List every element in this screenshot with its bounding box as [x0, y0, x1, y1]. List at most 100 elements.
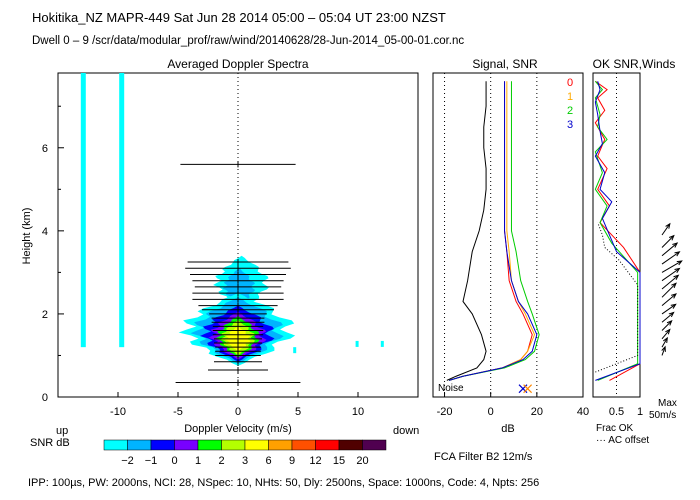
spectra-speck: [293, 347, 297, 354]
legend-entry-2: 2: [567, 105, 573, 117]
noise-marker: [523, 384, 533, 394]
wind-arrowhead: [665, 222, 671, 229]
wind-arrow: [661, 293, 677, 306]
wind-arrowhead: [671, 293, 677, 299]
winds-plot: 0.5 1 0 1 2 3: [567, 73, 683, 418]
y-tick-label: 4: [42, 226, 48, 238]
snr-series-3: [449, 81, 538, 381]
wind-arrow: [661, 329, 671, 340]
max-value-label: 50m/s: [649, 410, 676, 421]
max-label: Max: [658, 398, 677, 409]
winds-series-3: [594, 81, 641, 381]
ac-offset-text: AC offset: [608, 435, 649, 446]
spectra-title: Averaged Doppler Spectra: [167, 57, 309, 71]
noise-label: Noise: [438, 383, 464, 394]
ac-offset-label: ··· AC offset: [596, 435, 649, 446]
colorbar: −2 −1 0 1 2 3 6 9 12 15 20: [103, 439, 387, 467]
wind-arrowhead: [665, 328, 671, 335]
spectra-streak: [119, 73, 125, 348]
wind-arrow: [661, 242, 678, 257]
spectra-plot: -10 -5 0 5 10 0 2 4 6: [42, 73, 384, 418]
wind-arrow: [661, 223, 671, 236]
legend-entry-3: 3: [567, 119, 573, 131]
wind-arrowhead: [668, 311, 675, 318]
x-up-label: up: [56, 425, 68, 437]
colorbar-swatch: [174, 439, 199, 451]
colorbar-swatch: [315, 439, 340, 451]
colorbar-label: SNR dB: [30, 437, 70, 449]
spectra-streak: [80, 73, 86, 348]
spectra-ylabel: Height (km): [21, 208, 33, 265]
snr-x-tick-label: 0: [488, 406, 494, 418]
snr-frame: [432, 72, 584, 398]
colorbar-swatch: [103, 439, 128, 451]
wind-arrowhead: [670, 303, 677, 309]
snr-plot: -20 0 20 40: [437, 73, 589, 418]
colorbar-swatch: [291, 439, 316, 451]
snr-x-tick-label: 40: [577, 406, 589, 418]
wind-arrow: [661, 312, 674, 323]
snr-series-1: [449, 81, 536, 381]
snr-series-0: [449, 81, 533, 381]
wind-arrow: [661, 268, 680, 282]
wind-arrowhead: [672, 242, 679, 248]
wind-arrowhead: [666, 319, 673, 326]
colorbar-tick-label: 2: [218, 455, 224, 467]
spectra-xlabel: Doppler Velocity (m/s): [184, 423, 292, 435]
wind-arrowhead: [673, 274, 680, 281]
winds-x-tick-label: 1: [637, 406, 643, 418]
colorbar-tick-label: 3: [242, 455, 248, 467]
colorbar-tick-label: 12: [309, 455, 321, 467]
y-tick-label: 0: [42, 392, 48, 404]
snr-x-tick-label: 20: [531, 406, 543, 418]
snr-xlabel: dB: [501, 423, 514, 435]
colorbar-tick-label: 1: [195, 455, 201, 467]
frac-ok-label: Frac OK: [596, 423, 634, 434]
wind-arrow: [661, 303, 676, 315]
x-tick-label: 0: [235, 406, 241, 418]
winds-series-2: [594, 80, 639, 381]
colorbar-tick-label: 6: [265, 455, 271, 467]
colorbar-swatch: [127, 439, 152, 451]
wind-arrowhead: [674, 251, 681, 257]
colorbar-swatch: [244, 439, 269, 451]
wind-arrow: [661, 251, 680, 265]
legend-entry-1: 1: [567, 91, 573, 103]
winds-x-tick-label: 0.5: [609, 406, 624, 418]
snr-series-2: [449, 81, 540, 381]
colorbar-tick-label: 9: [289, 455, 295, 467]
wind-arrow: [661, 282, 677, 298]
wind-arrow: [661, 320, 673, 331]
footer-params: IPP: 100µs, PW: 2000ns, NCI: 28, NSpec: …: [28, 477, 539, 489]
colorbar-tick-label: 0: [171, 455, 177, 467]
wind-arrow: [661, 260, 682, 273]
x-tick-label: 5: [295, 406, 301, 418]
x-tick-label: -5: [173, 406, 183, 418]
colorbar-tick-label: 15: [333, 455, 345, 467]
winds-title: OK SNR,Winds: [593, 57, 676, 71]
x-tick-label: 10: [352, 406, 364, 418]
ac-offset-dots: ···: [596, 435, 608, 446]
colorbar-swatch: [268, 439, 293, 451]
fca-filter-label: FCA Filter B2 12m/s: [434, 451, 533, 463]
header-subtitle: Dwell 0 – 9 /scr/data/modular_prof/raw/w…: [32, 35, 464, 47]
snr-series-signal: [446, 81, 487, 381]
colorbar-tick-label: 20: [356, 455, 368, 467]
colorbar-swatch: [150, 439, 175, 451]
wind-arrowhead: [663, 336, 668, 343]
spectra-speck: [380, 340, 384, 347]
wind-arrow: [661, 274, 679, 290]
spectra-speck: [355, 340, 359, 347]
colorbar-swatch: [221, 439, 246, 451]
winds-series-ac_offset: [595, 222, 639, 373]
snr-x-tick-label: -20: [437, 406, 453, 418]
colorbar-tick-label: −1: [145, 455, 158, 467]
colorbar-tick-label: −2: [121, 455, 134, 467]
snr-title: Signal, SNR: [472, 57, 538, 71]
wind-arrowhead: [661, 345, 666, 352]
legend-entry-0: 0: [567, 77, 573, 89]
winds-series-0: [594, 80, 641, 381]
x-tick-label: -10: [110, 406, 126, 418]
wind-arrowhead: [671, 282, 677, 289]
